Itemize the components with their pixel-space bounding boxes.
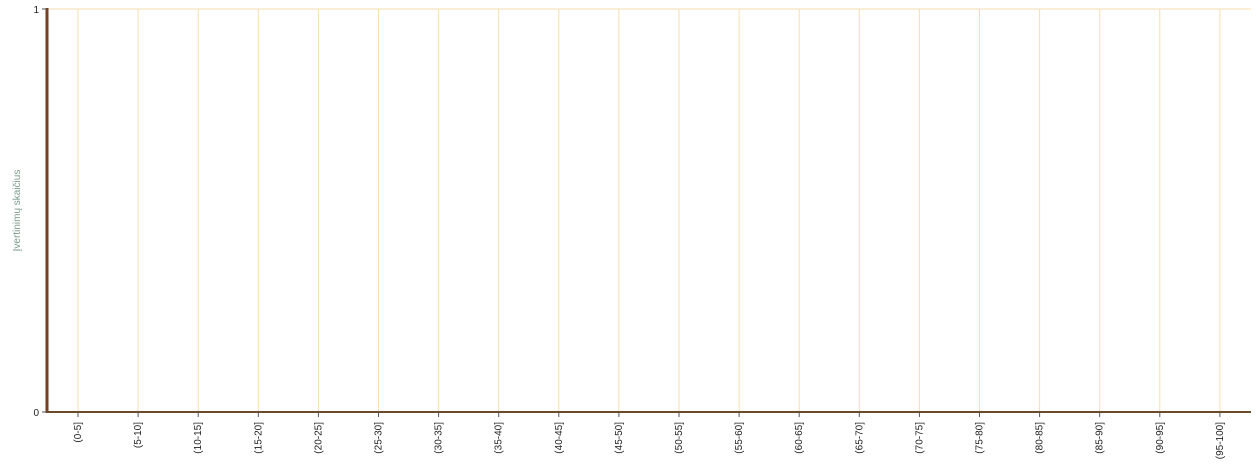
x-tick-label: (75-80] [975,422,986,454]
x-tick-label: (35-40] [494,422,505,454]
x-tick-label: (90-95] [1155,422,1166,454]
y-tick-label: 1 [33,5,39,16]
x-axis-ticks: (0-5] (5-10] (10-15] (15-20] (20-25] (25-30] (… [73,412,1226,459]
x-tick-label: (85-90] [1095,422,1106,454]
x-tick-label: (25-30] [374,422,385,454]
x-tick-label: (15-20] [253,422,264,454]
x-tick-label: (80-85] [1035,422,1046,454]
x-tick-label: (0-5] [73,422,84,443]
x-tick-label: (55-60] [734,422,745,454]
y-axis-ticks: 01 [33,5,47,419]
x-tick-label: (60-65] [794,422,805,454]
y-tick-label: 0 [33,408,39,419]
x-tick-label: (70-75] [914,422,925,454]
x-tick-label: (5-10] [133,422,144,448]
x-tick-label: (20-25] [313,422,324,454]
x-tick-label: (10-15] [193,422,204,454]
y-axis-title: Įvertinimų skaičius [12,170,23,252]
x-tick-label: (40-45] [554,422,565,454]
grid-lines [77,9,1221,412]
x-tick-label: (50-55] [674,422,685,454]
x-tick-label: (45-50] [614,422,625,454]
x-tick-label: (95-100] [1215,422,1226,459]
x-tick-label: (65-70] [854,422,865,454]
x-tick-label: (30-35] [434,422,445,454]
